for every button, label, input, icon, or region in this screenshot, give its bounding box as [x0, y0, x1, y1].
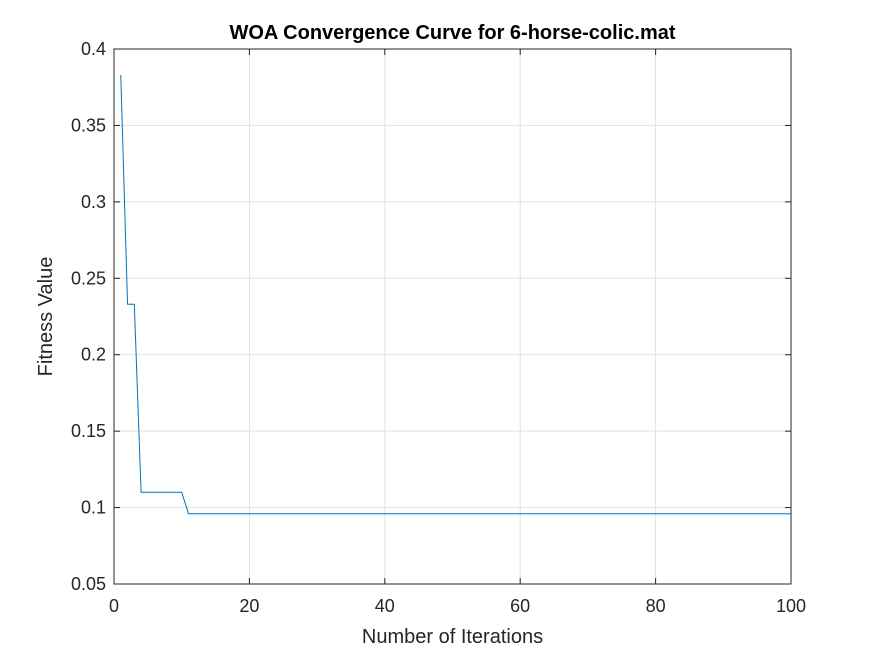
x-axis-label: Number of Iterations — [362, 626, 543, 648]
y-tick-labels: 0.05 0.1 0.15 0.2 0.25 0.3 0.35 0.4 — [71, 39, 106, 594]
x-tick-labels: 0 20 40 60 80 100 — [109, 596, 806, 616]
y-axis-label: Fitness Value — [35, 257, 57, 377]
grid-lines — [114, 49, 791, 584]
tick-marks — [113, 48, 792, 585]
y-tick-label: 0.25 — [71, 268, 106, 288]
y-tick-label: 0.4 — [81, 39, 106, 59]
x-tick-label: 0 — [109, 596, 119, 616]
x-tick-label: 80 — [646, 596, 666, 616]
axes-box — [113, 48, 792, 585]
y-tick-label: 0.1 — [81, 498, 106, 518]
x-tick-label: 20 — [239, 596, 259, 616]
plot-area: 0 20 40 60 80 100 0.050.10.150.20.250.30.350.… — [71, 39, 806, 616]
chart-title: WOA Convergence Curve for 6-horse-colic.… — [229, 22, 675, 44]
convergence-curve-line — [120, 74, 791, 515]
x-tick-label: 100 — [776, 596, 806, 616]
x-tick-label: 40 — [375, 596, 395, 616]
y-tick-label: 0.05 — [71, 574, 106, 594]
y-tick-label: 0.2 — [81, 345, 106, 365]
y-tick-label: 0.35 — [71, 115, 106, 135]
y-tick-label: 0.15 — [71, 421, 106, 441]
x-tick-label: 60 — [510, 596, 530, 616]
axes-background — [114, 49, 791, 584]
y-tick-label: 0.3 — [81, 192, 106, 212]
